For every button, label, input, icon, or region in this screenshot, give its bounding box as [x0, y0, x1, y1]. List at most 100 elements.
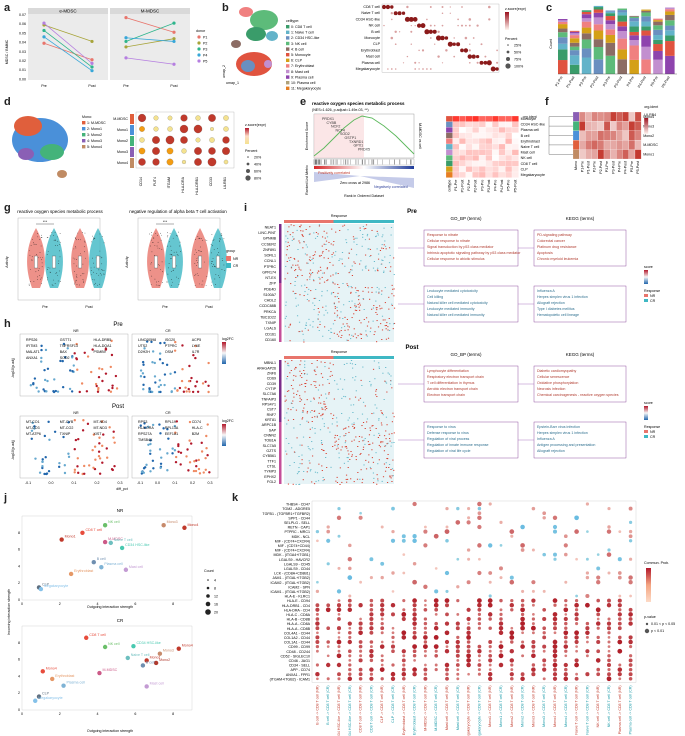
panel-k-dot — [412, 607, 417, 612]
panel-i-go-term: Intrinsic apoptotic signaling pathway by… — [427, 251, 521, 255]
panel-i-heat-mark — [371, 457, 374, 459]
panel-h-xtick: -0.1 — [25, 481, 31, 485]
panel-i-heat-mark — [304, 360, 306, 362]
panel-i-gene-label: TYMP3 — [264, 470, 276, 474]
panel-h-point — [111, 386, 114, 390]
panel-h-point — [158, 358, 162, 361]
panel-g-dot — [40, 245, 42, 247]
panel-j-xtick: 4 — [97, 602, 99, 606]
panel-k-dot — [574, 602, 579, 608]
panel-c-bar-segment — [665, 14, 675, 21]
panel-d-dot — [195, 137, 201, 143]
panel-a-point — [42, 28, 46, 33]
panel-k-dot — [369, 598, 374, 603]
panel-k-dot — [466, 616, 471, 622]
panel-a-line-P5 — [125, 57, 175, 65]
panel-d-dot — [180, 114, 188, 122]
panel-j-point — [59, 537, 64, 542]
panel-h-point — [187, 379, 191, 383]
panel-i-heat-mark — [352, 335, 354, 337]
panel-b-dot — [412, 17, 418, 22]
panel-e-heat-cell — [492, 143, 499, 150]
panel-h-point — [179, 463, 182, 466]
panel-k-dot — [412, 616, 417, 622]
panel-c-bar-segment — [593, 47, 604, 60]
panel-h-point — [139, 375, 143, 378]
panel-i-heat-mark — [336, 333, 338, 335]
panel-i-kegg-term: Allograft rejection — [537, 449, 565, 453]
panel-h-point — [139, 369, 143, 372]
panel-h-point — [142, 363, 145, 366]
panel-b-dot — [452, 42, 456, 46]
panel-h-gene-label: EEF1A1 — [165, 432, 178, 436]
panel-i-heat-mark — [356, 478, 359, 480]
panel-a-line-P1 — [125, 17, 175, 33]
panel-i-heat-mark — [318, 330, 320, 331]
panel-h-point — [31, 421, 34, 425]
panel-h-gene-label: MT-ND3 — [94, 426, 107, 430]
panel-k-dot — [628, 621, 633, 626]
panel-k-dot — [315, 603, 320, 608]
panel-k-dot — [347, 575, 353, 580]
panel-h-point — [40, 360, 43, 363]
panel-k-dot — [628, 607, 633, 612]
panel-label-d: d — [4, 96, 11, 108]
panel-i-heat-mark — [345, 242, 348, 244]
panel-i-heat-mark — [304, 253, 307, 255]
panel-g-dot — [171, 254, 172, 255]
panel-k-dot — [617, 626, 622, 631]
panel-i-heat-mark — [309, 272, 311, 274]
panel-d-gene-label: CD14 — [139, 177, 143, 186]
panel-i-heat-mark — [353, 238, 355, 240]
panel-k-dot — [607, 598, 611, 603]
panel-i-heat-mark — [290, 267, 293, 269]
panel-i-heat-mark — [351, 440, 353, 442]
panel-h-point — [70, 356, 74, 359]
panel-h-point — [163, 341, 166, 345]
panel-c-bar-segment — [569, 38, 580, 43]
panel-g-dot — [41, 234, 42, 236]
panel-h-point — [97, 375, 101, 379]
panel-k-row-label: MDK - NCL — [292, 535, 310, 539]
panel-i-heat-mark — [288, 390, 290, 392]
panel-i-heat-mark — [304, 391, 306, 393]
panel-g-dot — [173, 251, 175, 253]
panel-b-dot — [476, 61, 479, 64]
panel-i-resp-bar-cr — [333, 356, 394, 359]
panel-i-heat-mark — [389, 440, 391, 442]
panel-b-size-label: 75% — [514, 58, 522, 62]
panel-h-gene-label: MT-ND4 — [94, 420, 107, 424]
panel-i-heat-mark — [361, 478, 364, 480]
panel-i-heat-mark — [305, 322, 307, 324]
panel-i-heat-mark — [320, 269, 322, 271]
panel-k-dot — [628, 639, 633, 645]
panel-i-heat-mark — [300, 269, 302, 271]
panel-h-gene-label: TXNIP — [60, 432, 71, 436]
panel-b-dot — [447, 41, 453, 47]
panel-h-point — [178, 386, 182, 390]
panel-i-state-pre: Pre — [407, 209, 417, 215]
panel-i-heat-mark — [332, 274, 334, 276]
panel-e-heat-cell — [505, 155, 513, 161]
panel-k-dot — [585, 593, 590, 599]
panel-j-count-dot — [207, 579, 209, 581]
panel-k-dot — [401, 649, 406, 654]
panel-g-dot — [84, 240, 85, 242]
panel-i-heat-mark — [305, 229, 307, 230]
panel-e-heat-cell — [485, 166, 493, 173]
panel-e-heat-cell — [505, 166, 513, 173]
panel-h-point — [73, 419, 76, 422]
panel-i-heat-mark — [390, 234, 392, 236]
panel-i-heat-mark — [376, 396, 378, 398]
panel-g-dot — [198, 237, 200, 239]
panel-k-dot — [520, 607, 525, 613]
panel-h-point — [187, 387, 190, 391]
panel-e-heat-cell — [472, 166, 480, 173]
panel-k-dot — [369, 603, 374, 607]
panel-i-go-term: T cell differentiation in thymus — [427, 381, 475, 385]
panel-i-heat-mark — [345, 474, 348, 476]
panel-j-point-label: M-MDSC — [102, 668, 117, 672]
panel-f-heat-cell — [572, 130, 580, 141]
panel-i-heat-mark — [373, 412, 375, 414]
panel-k-dot — [575, 594, 578, 598]
